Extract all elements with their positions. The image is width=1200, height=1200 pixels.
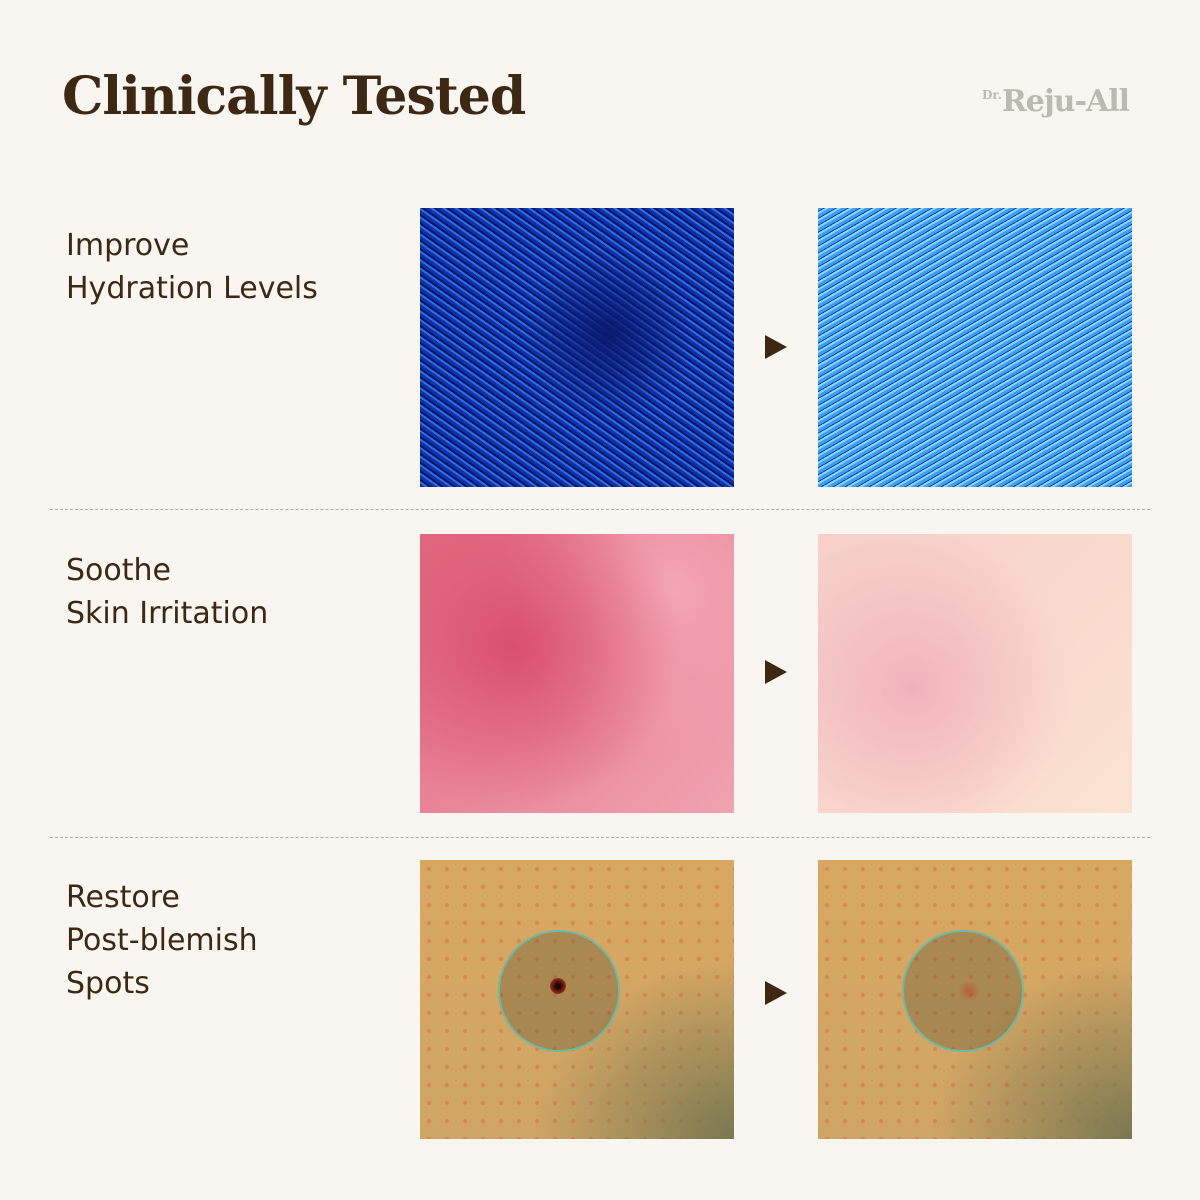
label-line: Skin Irritation — [66, 596, 269, 631]
divider — [50, 509, 1150, 510]
row-label-blemish: Restore Post-blemish Spots — [66, 876, 258, 1005]
blemish-spot — [550, 978, 566, 994]
label-line: Hydration Levels — [66, 271, 318, 306]
blemish-before-image — [420, 860, 734, 1139]
arrow-right-icon — [765, 981, 787, 1005]
row-label-irritation: Soothe Skin Irritation — [66, 549, 268, 635]
row-label-hydration: Improve Hydration Levels — [66, 224, 318, 310]
brand-logo: Dr.Reju-All — [982, 84, 1130, 119]
page-title: Clinically Tested — [62, 66, 526, 127]
hydration-before-image — [420, 208, 734, 487]
arrow-right-icon — [765, 660, 787, 684]
irritation-after-image — [818, 534, 1132, 813]
label-line: Restore — [66, 880, 180, 915]
label-line: Spots — [66, 966, 150, 1001]
label-line: Post-blemish — [66, 923, 258, 958]
label-line: Improve — [66, 228, 190, 263]
hydration-after-image — [818, 208, 1132, 487]
irritation-before-image — [420, 534, 734, 813]
arrow-right-icon — [765, 335, 787, 359]
faded-spot — [958, 980, 980, 1002]
blemish-after-image — [818, 860, 1132, 1139]
divider — [50, 837, 1150, 838]
label-line: Soothe — [66, 553, 171, 588]
